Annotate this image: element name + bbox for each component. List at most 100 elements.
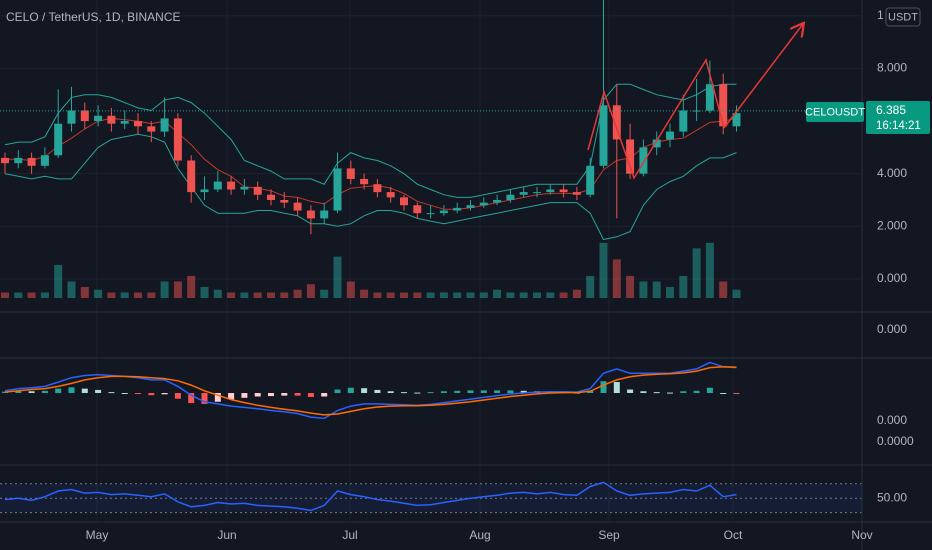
price-tag-value: 6.385 xyxy=(876,103,906,117)
currency-box[interactable] xyxy=(885,7,921,27)
candle-body xyxy=(306,210,315,219)
macd-histogram xyxy=(268,393,274,397)
pane-axis-label: 0.000 xyxy=(877,413,907,427)
bollinger-upper xyxy=(4,83,737,198)
price-pane xyxy=(0,0,862,298)
macd-histogram xyxy=(28,391,35,394)
volume-bar xyxy=(533,292,541,298)
volume-bar xyxy=(546,292,555,298)
macd-histogram xyxy=(401,392,407,394)
macd-histogram xyxy=(41,390,48,394)
volume-bar xyxy=(54,264,63,298)
candle-body xyxy=(705,84,714,111)
volume-bar xyxy=(732,289,741,298)
volume-bar xyxy=(94,289,103,298)
volume-bar xyxy=(27,292,36,298)
drawing xyxy=(587,24,803,180)
macd-histogram xyxy=(467,390,474,394)
pane-axis-label: 0.0000 xyxy=(877,434,914,448)
volume-bar xyxy=(227,292,236,298)
macd-histogram xyxy=(334,389,341,394)
volume-bar xyxy=(453,292,462,298)
macd-histogram xyxy=(653,392,660,394)
volume-bar xyxy=(519,292,528,298)
macd-histogram xyxy=(680,391,687,394)
candle-body xyxy=(14,157,23,164)
macd-histogram xyxy=(108,392,115,394)
x-tick-label: Sep xyxy=(598,528,620,542)
trend-arrow xyxy=(723,24,803,129)
macd-histogram xyxy=(121,393,128,395)
macd-histogram xyxy=(706,387,713,394)
candle-body xyxy=(134,121,142,127)
volume-bar xyxy=(426,292,435,298)
volume-bar xyxy=(40,292,49,298)
macd-histogram xyxy=(733,393,740,395)
volume-bar xyxy=(320,289,329,298)
macd-histogram xyxy=(440,391,447,394)
volume-bar xyxy=(173,281,182,298)
bollinger-lower xyxy=(4,133,737,241)
candle-body xyxy=(54,123,63,156)
volume-bar xyxy=(493,289,502,298)
volume-bar xyxy=(719,281,728,298)
macd-histogram xyxy=(427,392,434,394)
candle-body xyxy=(267,194,275,200)
candle-body xyxy=(120,121,129,124)
symbol-tag-label: CELOUSDT xyxy=(805,106,865,118)
x-tick-label: May xyxy=(86,528,109,542)
volume-bar xyxy=(200,286,209,298)
volume-bar xyxy=(147,292,156,298)
volume-bar xyxy=(572,289,581,298)
candle-body xyxy=(320,210,329,219)
signal-line xyxy=(4,366,737,416)
candle-body xyxy=(227,181,236,190)
candle-body xyxy=(240,186,249,190)
x-tick-label: Nov xyxy=(851,528,872,542)
currency[interactable]: USDT xyxy=(888,11,918,23)
macd-histogram xyxy=(520,390,527,394)
x-tick-label: Jul xyxy=(342,528,357,542)
bollinger-basis xyxy=(5,117,737,210)
indicator-panes xyxy=(0,361,862,514)
candle-body xyxy=(80,110,89,122)
volume-bar xyxy=(599,242,608,298)
macd-histogram xyxy=(307,393,314,397)
volume-bar xyxy=(400,292,408,298)
macd-histogram xyxy=(480,390,487,394)
candle-body xyxy=(479,202,488,206)
candle-body xyxy=(626,139,635,174)
volume-bar xyxy=(705,242,714,298)
y-tick-label: 0.000 xyxy=(877,271,907,285)
volume-bar xyxy=(679,275,688,298)
y-tick-label: 1 xyxy=(877,8,884,22)
candle-body xyxy=(293,202,302,211)
volume-bar xyxy=(692,248,701,298)
macd-histogram xyxy=(228,393,235,400)
macd-histogram xyxy=(241,393,248,398)
candle-body xyxy=(107,115,116,124)
macd-histogram xyxy=(281,393,288,396)
candle-body xyxy=(546,189,555,193)
macd-histogram xyxy=(55,388,62,394)
volume-bar xyxy=(1,292,9,298)
volume-bar xyxy=(506,292,515,298)
macd-histogram xyxy=(600,381,607,394)
candle-body xyxy=(67,110,76,124)
volume-bar xyxy=(466,292,475,298)
candle-body xyxy=(732,113,741,127)
rsi-line xyxy=(4,481,737,512)
volume-bar xyxy=(666,286,674,298)
candle-body xyxy=(346,168,355,179)
macd-histogram xyxy=(95,389,102,394)
candle-body xyxy=(493,200,502,203)
y-tick-label: 50.00 xyxy=(877,490,907,504)
y-tick-label: 2.000 xyxy=(877,218,907,232)
volume-bar xyxy=(586,275,595,298)
candle-body xyxy=(612,105,621,140)
y-tick-label: 8.000 xyxy=(877,61,907,75)
candle-body xyxy=(719,84,728,127)
candle-body xyxy=(187,160,196,193)
